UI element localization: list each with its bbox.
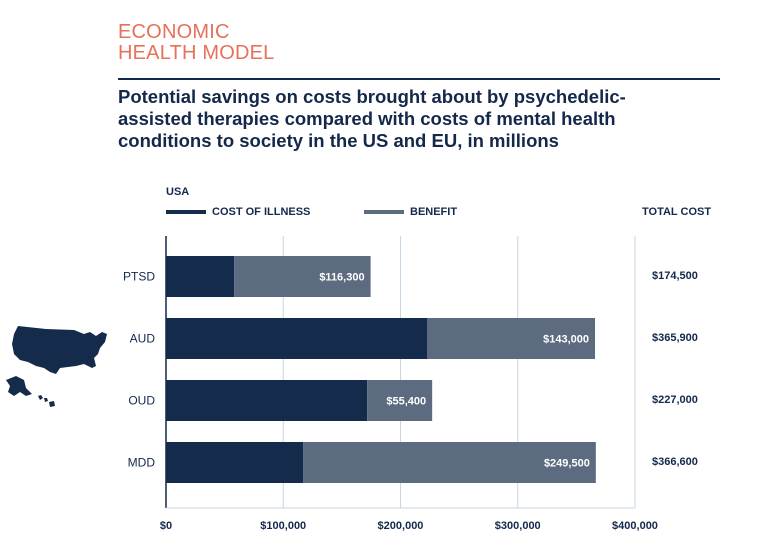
headline-line-3: conditions to society in the US and EU, … [118,130,559,151]
usa-map-icon [6,326,107,407]
total-cost-value: $174,500 [652,269,698,282]
eyebrow-title: ECONOMIC HEALTH MODEL [118,22,275,64]
category-label: MDD [128,456,156,470]
benefit-data-label: $55,400 [386,396,426,408]
bar-benefit [234,256,371,297]
legend-item-benefit: BENEFIT [364,206,457,218]
category-label: OUD [128,394,155,408]
legend-swatch-benefit [364,210,404,214]
eyebrow-line-1: ECONOMIC [118,21,230,43]
chart-headline: Potential savings on costs brought about… [118,86,728,152]
x-tick-label: $300,000 [495,520,541,532]
headline-line-2: assisted therapies compared with costs o… [118,108,616,129]
bar-cost-of-illness [166,256,235,297]
bar-benefit [427,318,596,359]
total-cost-value: $227,000 [652,393,698,406]
bar-benefit [303,442,596,483]
x-tick-label: $100,000 [260,520,306,532]
total-cost-value: $366,600 [652,455,698,468]
eyebrow-line-2: HEALTH MODEL [118,42,275,64]
legend-item-cost: COST OF ILLNESS [166,206,310,218]
title-divider [118,78,720,80]
bar-cost-of-illness [166,318,428,359]
category-label: AUD [130,332,156,346]
x-tick-label: $400,000 [612,520,658,532]
x-tick-label: $0 [160,520,172,532]
region-label: USA [166,186,190,198]
headline-line-1: Potential savings on costs brought about… [118,86,626,107]
bar-cost-of-illness [166,380,368,421]
x-tick-label: $200,000 [378,520,424,532]
category-label: PTSD [123,270,155,284]
benefit-data-label: $116,300 [319,272,364,284]
benefit-data-label: $143,000 [543,334,589,346]
bar-benefit [367,380,433,421]
total-cost-header: TOTAL COST [642,206,712,218]
legend-label-cost: COST OF ILLNESS [212,206,311,218]
benefit-data-label: $249,500 [544,458,590,470]
total-cost-value: $365,900 [652,331,698,344]
legend-swatch-cost [166,210,206,214]
bar-cost-of-illness [166,442,304,483]
legend-label-benefit: BENEFIT [410,206,458,218]
